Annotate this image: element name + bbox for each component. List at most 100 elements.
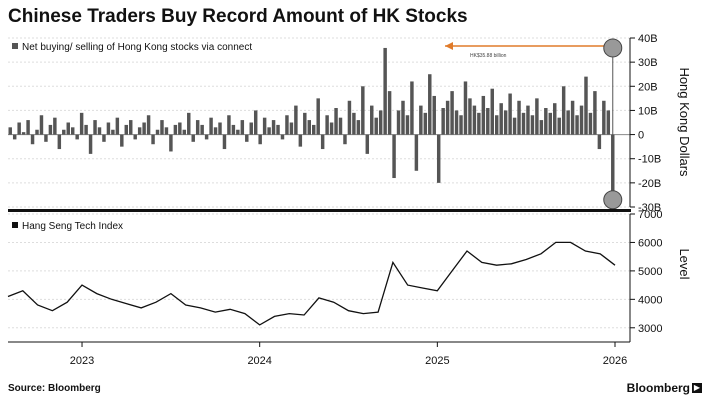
brand-name: Bloomberg [626, 381, 690, 395]
bottom-y-axis: 7000 6000 5000 4000 3000 [629, 209, 662, 342]
bar [445, 100, 450, 135]
bar [539, 120, 544, 135]
top-tick-label: -30B [638, 202, 661, 214]
bar [48, 124, 53, 135]
bar [338, 117, 343, 135]
bar [575, 115, 579, 135]
record-annotation-label: HK$35.88 billion [470, 53, 507, 59]
bar [334, 108, 338, 135]
bar [70, 127, 75, 135]
bar [213, 127, 218, 135]
bar [486, 108, 490, 135]
bar [320, 134, 325, 150]
bar [298, 134, 303, 147]
bar [454, 110, 459, 135]
bottom-tick-label: 5000 [638, 266, 662, 278]
bar [557, 117, 561, 135]
bar [142, 122, 146, 135]
bar [396, 110, 401, 135]
bar [151, 134, 155, 145]
bar [561, 86, 566, 135]
bar [414, 134, 419, 171]
bar [97, 127, 102, 135]
bottom-tick-label: 7000 [638, 209, 662, 221]
bar [30, 134, 35, 145]
legend-swatch-bar [12, 43, 18, 49]
bar [307, 120, 311, 135]
panel-divider [8, 209, 631, 212]
bar [602, 100, 606, 135]
bar [17, 122, 21, 135]
bar [204, 134, 209, 140]
bar [463, 81, 468, 135]
bar [329, 122, 334, 135]
chart-title: Chinese Traders Buy Record Amount of HK … [8, 6, 468, 27]
x-tick-label: 2026 [603, 355, 627, 367]
bar [294, 105, 298, 135]
bar [187, 112, 191, 135]
bar [258, 134, 262, 145]
bar [218, 122, 222, 135]
bar [66, 122, 70, 135]
bar [21, 132, 26, 135]
bar [222, 134, 227, 150]
bar [227, 115, 231, 135]
bar [566, 110, 570, 135]
bar [361, 86, 365, 135]
bar [75, 134, 79, 140]
bar [88, 134, 93, 154]
bar [428, 74, 432, 135]
bar [356, 120, 361, 135]
top-y-axis-title: Hong Kong Dollars [677, 67, 692, 177]
bar [26, 120, 30, 135]
bar [182, 129, 187, 135]
bar [53, 117, 57, 135]
bar [12, 134, 17, 140]
bar [62, 129, 66, 135]
bar [588, 112, 593, 135]
bar [490, 88, 494, 135]
top-tick-label: 0 [638, 130, 644, 142]
bar [352, 112, 356, 135]
bar [191, 134, 195, 142]
bar [124, 124, 129, 135]
bar [347, 100, 352, 135]
bar [271, 120, 276, 135]
bar [383, 47, 387, 135]
bar [253, 110, 258, 135]
bar [280, 134, 285, 140]
record-arrow-head [445, 41, 453, 50]
top-tick-label: 10B [638, 105, 658, 117]
bar [521, 112, 526, 135]
bloomberg-logo-icon: ▶ [692, 383, 702, 393]
bar [303, 112, 307, 135]
bar [459, 115, 463, 135]
bar [267, 127, 271, 135]
bar [392, 134, 396, 179]
bar [499, 103, 503, 135]
bar [517, 100, 521, 135]
bar [249, 122, 253, 135]
bar [39, 115, 44, 135]
bar [312, 124, 316, 135]
bar [410, 81, 414, 135]
bar [472, 105, 477, 135]
bar [245, 134, 249, 142]
bar [544, 108, 548, 135]
x-tick-label: 2024 [247, 355, 271, 367]
bar [133, 134, 137, 140]
bar [370, 105, 374, 135]
bar [285, 115, 289, 135]
bottom-y-axis-title: Level [677, 248, 692, 279]
bar-series [8, 47, 615, 193]
bar [44, 134, 48, 142]
highlight-circle-low [603, 190, 623, 210]
bottom-tick-label: 4000 [638, 294, 662, 306]
x-tick-label: 2025 [425, 355, 449, 367]
bar [468, 98, 472, 135]
bar [526, 105, 530, 135]
bar [553, 103, 557, 135]
bar [240, 120, 245, 135]
top-tick-label: -10B [638, 154, 661, 166]
